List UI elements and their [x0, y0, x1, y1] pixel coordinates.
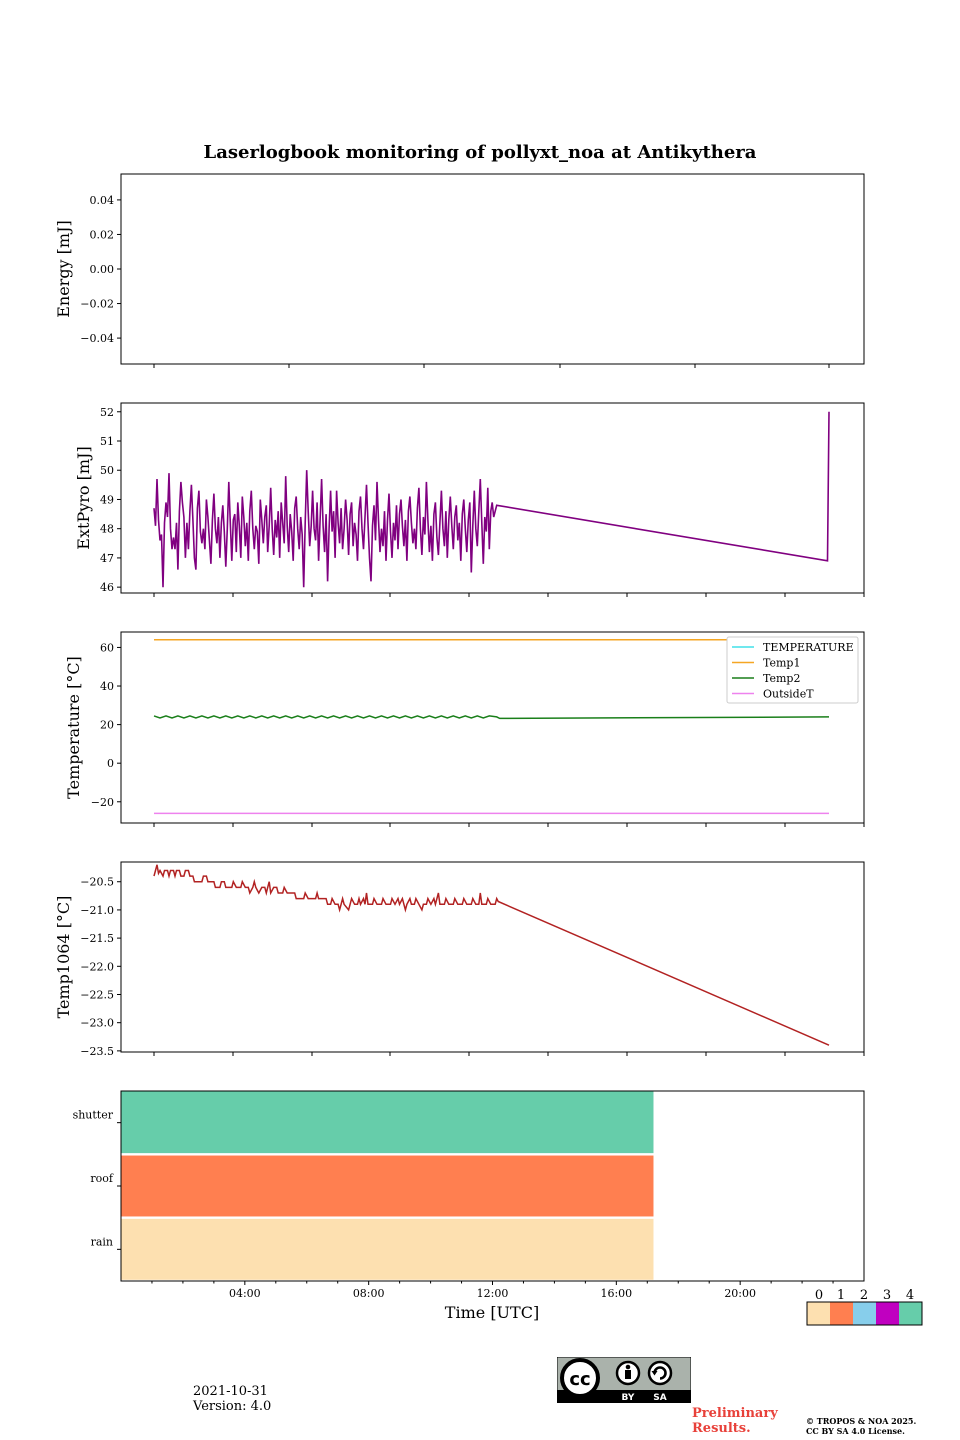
legend-label-outsidet: OutsideT: [763, 688, 814, 701]
copyright-line1: © TROPOS & NOA 2025.: [806, 1416, 917, 1426]
extpyro-ytick-label: 47: [100, 552, 114, 565]
energy-ytick-label: 0.04: [90, 194, 115, 207]
preliminary-note-line2: Results.: [692, 1421, 751, 1436]
colorbar-label-4: 4: [906, 1288, 914, 1303]
version-label: Version: 4.0: [193, 1399, 272, 1414]
temp1064-plot-frame: [120, 861, 865, 1053]
temp1064-ylabel: Temp1064 [°C]: [54, 896, 73, 1019]
extpyro-ylabel: ExtPyro [mJ]: [74, 446, 93, 549]
status-bar-roof: [121, 1155, 654, 1217]
energy-ytick-label: −0.02: [80, 298, 114, 311]
temperature-series-temp2: [153, 715, 830, 720]
status-label-shutter: shutter: [73, 1109, 114, 1122]
extpyro-ytick-label: 52: [100, 406, 114, 419]
extpyro-series-line: [153, 411, 830, 588]
temperature-ytick-label: 20: [100, 719, 114, 732]
copyright-line2: CC BY SA 4.0 License.: [806, 1426, 905, 1436]
temperature-ylabel: Temperature [°C]: [64, 656, 83, 799]
time-tick-label: 16:00: [600, 1287, 632, 1300]
colorbar-cell-1: [830, 1302, 853, 1325]
energy-plot-frame: [120, 173, 865, 365]
temperature-ytick-label: 60: [100, 641, 114, 654]
colorbar-cell-2: [853, 1302, 876, 1325]
colorbar-cell-0: [807, 1302, 830, 1325]
status-bar-shutter: [121, 1091, 654, 1154]
status-label-rain: rain: [91, 1235, 113, 1248]
time-tick-label: 08:00: [353, 1287, 385, 1300]
temp1064-ytick-label: −23.0: [80, 1017, 114, 1030]
time-tick-label: 12:00: [477, 1287, 509, 1300]
temperature-ytick-label: 0: [107, 757, 114, 770]
colorbar-cell-3: [876, 1302, 899, 1325]
energy-ytick-label: −0.04: [80, 332, 114, 345]
extpyro-ytick-label: 48: [100, 523, 114, 536]
colorbar-label-1: 1: [837, 1288, 845, 1303]
colorbar-label-3: 3: [883, 1288, 891, 1303]
sa-icon: [647, 1360, 673, 1386]
legend-label-temp1: Temp1: [763, 657, 800, 670]
time-tick-label: 04:00: [229, 1287, 261, 1300]
temp1064-ytick-label: −22.0: [80, 960, 114, 973]
cc-by-sa-badge: cc BY SA: [557, 1357, 691, 1403]
preliminary-note-line1: Preliminary: [692, 1406, 778, 1421]
chart-title: Laserlogbook monitoring of pollyxt_noa a…: [204, 142, 757, 163]
status-label-roof: roof: [90, 1172, 114, 1185]
extpyro-ytick-label: 49: [100, 493, 114, 506]
temp1064-ytick-label: −21.5: [80, 932, 114, 945]
legend-label-temperature: TEMPERATURE: [763, 641, 854, 654]
temp1064-ytick-label: −21.0: [80, 904, 114, 917]
time-tick-label: 20:00: [724, 1287, 756, 1300]
legend-label-temp2: Temp2: [763, 672, 800, 685]
sa-text: SA: [653, 1393, 666, 1403]
colorbar-label-2: 2: [860, 1288, 868, 1303]
extpyro-ytick-label: 51: [100, 435, 114, 448]
colorbar-cell-4: [899, 1302, 922, 1325]
energy-ylabel: Energy [mJ]: [54, 220, 73, 318]
colorbar-frame: [806, 1301, 923, 1326]
energy-ytick-label: 0.00: [90, 263, 115, 276]
temperature-ytick-label: 40: [100, 680, 114, 693]
status-bar-rain: [121, 1218, 654, 1280]
temp1064-series-line: [153, 864, 830, 1046]
extpyro-ytick-label: 46: [100, 581, 114, 594]
temp1064-ytick-label: −20.5: [80, 876, 114, 889]
energy-ytick-label: 0.02: [90, 228, 115, 241]
temp1064-ytick-label: −23.5: [80, 1045, 114, 1058]
colorbar-label-0: 0: [815, 1288, 823, 1303]
legend-box: [726, 636, 859, 704]
temp1064-ytick-label: −22.5: [80, 988, 114, 1001]
time-axis-label: Time [UTC]: [445, 1303, 539, 1322]
extpyro-plot-frame: [120, 402, 865, 594]
cc-icon: cc: [569, 1369, 590, 1390]
extpyro-ytick-label: 50: [100, 464, 114, 477]
date-label: 2021-10-31: [193, 1384, 268, 1399]
temperature-ytick-label: −20: [91, 796, 114, 809]
by-text: BY: [622, 1393, 635, 1403]
